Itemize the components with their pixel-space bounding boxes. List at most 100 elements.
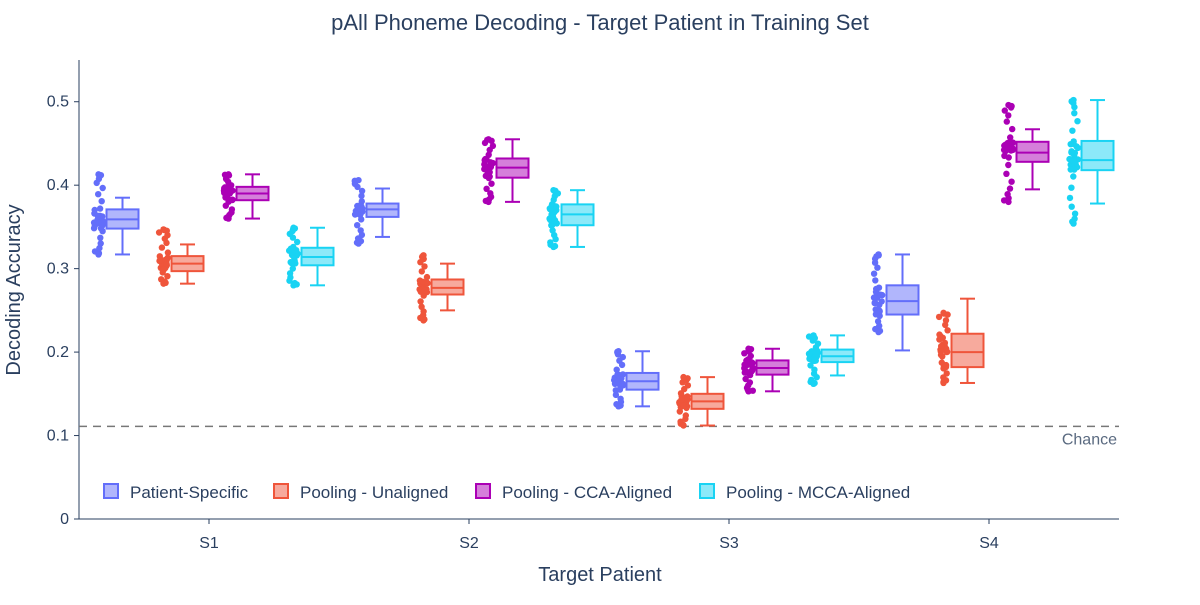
y-tick-label: 0.4 bbox=[47, 177, 69, 194]
legend-swatch bbox=[699, 483, 715, 499]
data-point bbox=[483, 185, 490, 192]
data-point bbox=[680, 373, 687, 381]
box-group bbox=[481, 136, 530, 206]
legend-swatch bbox=[273, 483, 289, 499]
legend-label: Patient-Specific bbox=[130, 483, 249, 502]
data-point bbox=[1071, 215, 1078, 222]
data-point bbox=[294, 238, 301, 246]
data-point bbox=[1070, 173, 1077, 180]
box-group bbox=[741, 345, 790, 395]
data-point bbox=[290, 224, 297, 231]
box-group bbox=[351, 176, 400, 247]
y-tick-label: 0.2 bbox=[47, 344, 69, 361]
data-point bbox=[1003, 118, 1010, 125]
box bbox=[1080, 139, 1115, 172]
data-point bbox=[1009, 125, 1016, 133]
series-patient-specific bbox=[90, 171, 920, 410]
data-point bbox=[358, 192, 365, 200]
data-point bbox=[551, 217, 559, 224]
y-tick-label: 0.3 bbox=[47, 261, 69, 278]
data-point bbox=[485, 198, 492, 206]
data-point bbox=[1009, 139, 1017, 146]
data-point bbox=[229, 196, 236, 203]
data-point bbox=[810, 332, 817, 339]
data-point bbox=[937, 348, 944, 355]
data-point bbox=[160, 226, 167, 233]
data-point bbox=[482, 155, 489, 163]
data-point bbox=[1005, 112, 1012, 119]
data-point bbox=[1001, 107, 1008, 114]
data-point bbox=[1005, 101, 1012, 109]
data-point bbox=[358, 198, 365, 205]
legend-item-pooling-unaligned[interactable]: Pooling - Unaligned bbox=[273, 483, 448, 502]
legend-item-pooling-mcca-aligned[interactable]: Pooling - MCCA-Aligned bbox=[699, 483, 910, 502]
data-point bbox=[289, 265, 296, 272]
axes: 0 0.1 0.2 0.3 0.4 0.5 S1 S2 S3 S4 bbox=[47, 60, 1119, 552]
data-point bbox=[550, 243, 557, 251]
data-point bbox=[488, 180, 495, 187]
series-pooling-cca-aligned bbox=[220, 101, 1050, 395]
data-point bbox=[936, 331, 943, 338]
data-point bbox=[1068, 184, 1075, 191]
data-point bbox=[553, 203, 560, 210]
data-point bbox=[870, 294, 878, 301]
data-point bbox=[163, 261, 170, 268]
data-point bbox=[423, 273, 431, 281]
chance-line-group: Chance bbox=[79, 425, 1119, 448]
data-point bbox=[95, 191, 102, 198]
data-point bbox=[487, 163, 495, 171]
box-group bbox=[220, 171, 270, 222]
data-point bbox=[1000, 146, 1008, 154]
data-point bbox=[91, 206, 98, 214]
data-point bbox=[1005, 198, 1012, 206]
data-point bbox=[874, 318, 882, 325]
box-group bbox=[611, 348, 660, 410]
box-group bbox=[676, 373, 725, 429]
data-point bbox=[938, 343, 945, 350]
data-point bbox=[613, 366, 620, 373]
data-point bbox=[290, 282, 297, 289]
legend[interactable]: Patient-Specific Pooling - Unaligned Pooli… bbox=[103, 483, 910, 502]
legend-label: Pooling - CCA-Aligned bbox=[502, 483, 672, 502]
data-point bbox=[1005, 154, 1012, 161]
data-point bbox=[96, 205, 104, 212]
data-point bbox=[874, 264, 881, 271]
box bbox=[885, 284, 920, 316]
series-pooling-mcca-aligned bbox=[286, 96, 1115, 388]
data-point bbox=[549, 227, 556, 234]
plot-area bbox=[90, 96, 1115, 429]
y-tick-label: 0 bbox=[60, 511, 69, 528]
data-point bbox=[1008, 178, 1015, 185]
x-tick-label: S2 bbox=[459, 535, 479, 552]
box-group bbox=[90, 171, 140, 258]
data-point bbox=[678, 395, 685, 403]
legend-item-patient-specific[interactable]: Patient-Specific bbox=[103, 483, 249, 502]
data-point bbox=[164, 249, 172, 256]
data-point bbox=[99, 222, 106, 229]
data-point bbox=[221, 189, 228, 197]
x-tick-label: S3 bbox=[719, 535, 739, 552]
data-point bbox=[1069, 127, 1076, 134]
data-point bbox=[619, 380, 626, 387]
data-point bbox=[875, 328, 882, 336]
data-point bbox=[288, 259, 295, 267]
y-tick-label: 0.5 bbox=[47, 94, 69, 111]
data-point bbox=[357, 227, 364, 234]
data-point bbox=[871, 299, 878, 307]
data-point bbox=[487, 159, 494, 166]
data-point bbox=[745, 388, 752, 395]
box-group bbox=[286, 224, 335, 289]
x-tick-label: S1 bbox=[199, 535, 219, 552]
data-point bbox=[286, 270, 294, 277]
chance-label: Chance bbox=[1062, 431, 1117, 448]
data-point bbox=[417, 298, 424, 305]
legend-label: Pooling - Unaligned bbox=[300, 483, 448, 502]
data-point bbox=[619, 353, 626, 361]
series-pooling-unaligned bbox=[155, 226, 985, 429]
legend-item-pooling-cca-aligned[interactable]: Pooling - CCA-Aligned bbox=[475, 483, 672, 502]
data-point bbox=[814, 340, 822, 347]
data-point bbox=[485, 136, 492, 143]
data-point bbox=[936, 336, 943, 343]
box-group bbox=[416, 252, 465, 324]
